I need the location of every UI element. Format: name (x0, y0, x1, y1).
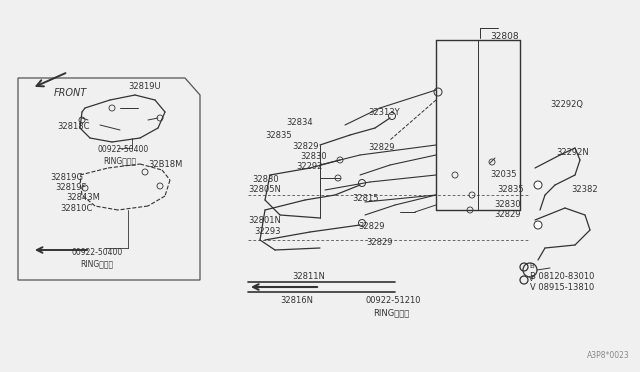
Text: 32830: 32830 (300, 152, 326, 161)
Text: B: B (529, 263, 534, 269)
Text: A3P8*0023: A3P8*0023 (588, 351, 630, 360)
Text: B 08120-83010: B 08120-83010 (530, 272, 595, 281)
Text: 32829: 32829 (368, 143, 394, 152)
Text: 32835: 32835 (265, 131, 292, 140)
Text: 32819U: 32819U (128, 82, 161, 91)
Text: 32292Q: 32292Q (550, 100, 583, 109)
Text: 32035: 32035 (490, 170, 516, 179)
Text: 32819G: 32819G (50, 173, 83, 182)
Text: RINGリング: RINGリング (373, 308, 409, 317)
Circle shape (534, 181, 542, 189)
Text: FRONT: FRONT (54, 88, 87, 98)
Text: RINGリング: RINGリング (103, 156, 136, 165)
Text: 32830: 32830 (252, 175, 278, 184)
Text: 00922-50400: 00922-50400 (72, 248, 124, 257)
Text: 32B18M: 32B18M (148, 160, 182, 169)
Text: V 08915-13810: V 08915-13810 (530, 283, 595, 292)
Text: 32816N: 32816N (280, 296, 313, 305)
Text: 32815: 32815 (352, 194, 378, 203)
Text: 00922-51210: 00922-51210 (365, 296, 420, 305)
Text: 32292N: 32292N (556, 148, 589, 157)
Text: 32835: 32835 (497, 185, 524, 194)
Text: 32810C: 32810C (60, 204, 92, 213)
Text: V: V (529, 276, 534, 282)
Text: 32829: 32829 (366, 238, 392, 247)
Text: 32801N: 32801N (248, 216, 281, 225)
Text: 32834: 32834 (286, 118, 312, 127)
Text: 32293: 32293 (254, 227, 280, 236)
Text: 32818C: 32818C (57, 122, 90, 131)
Text: 32382: 32382 (571, 185, 598, 194)
Text: 32843M: 32843M (66, 193, 100, 202)
Text: 32808: 32808 (490, 32, 518, 41)
Text: 32805N: 32805N (248, 185, 281, 194)
Text: 32811N: 32811N (292, 272, 325, 281)
Text: 32292: 32292 (296, 162, 323, 171)
Text: 00922-50400: 00922-50400 (97, 145, 148, 154)
Text: 32829: 32829 (358, 222, 385, 231)
Text: 32829: 32829 (494, 210, 520, 219)
Text: 32830: 32830 (494, 200, 520, 209)
Text: 32313Y: 32313Y (368, 108, 399, 117)
Text: 32829: 32829 (292, 142, 319, 151)
Text: 32819F: 32819F (55, 183, 86, 192)
Circle shape (534, 221, 542, 229)
Text: RINGリング: RINGリング (80, 259, 113, 268)
